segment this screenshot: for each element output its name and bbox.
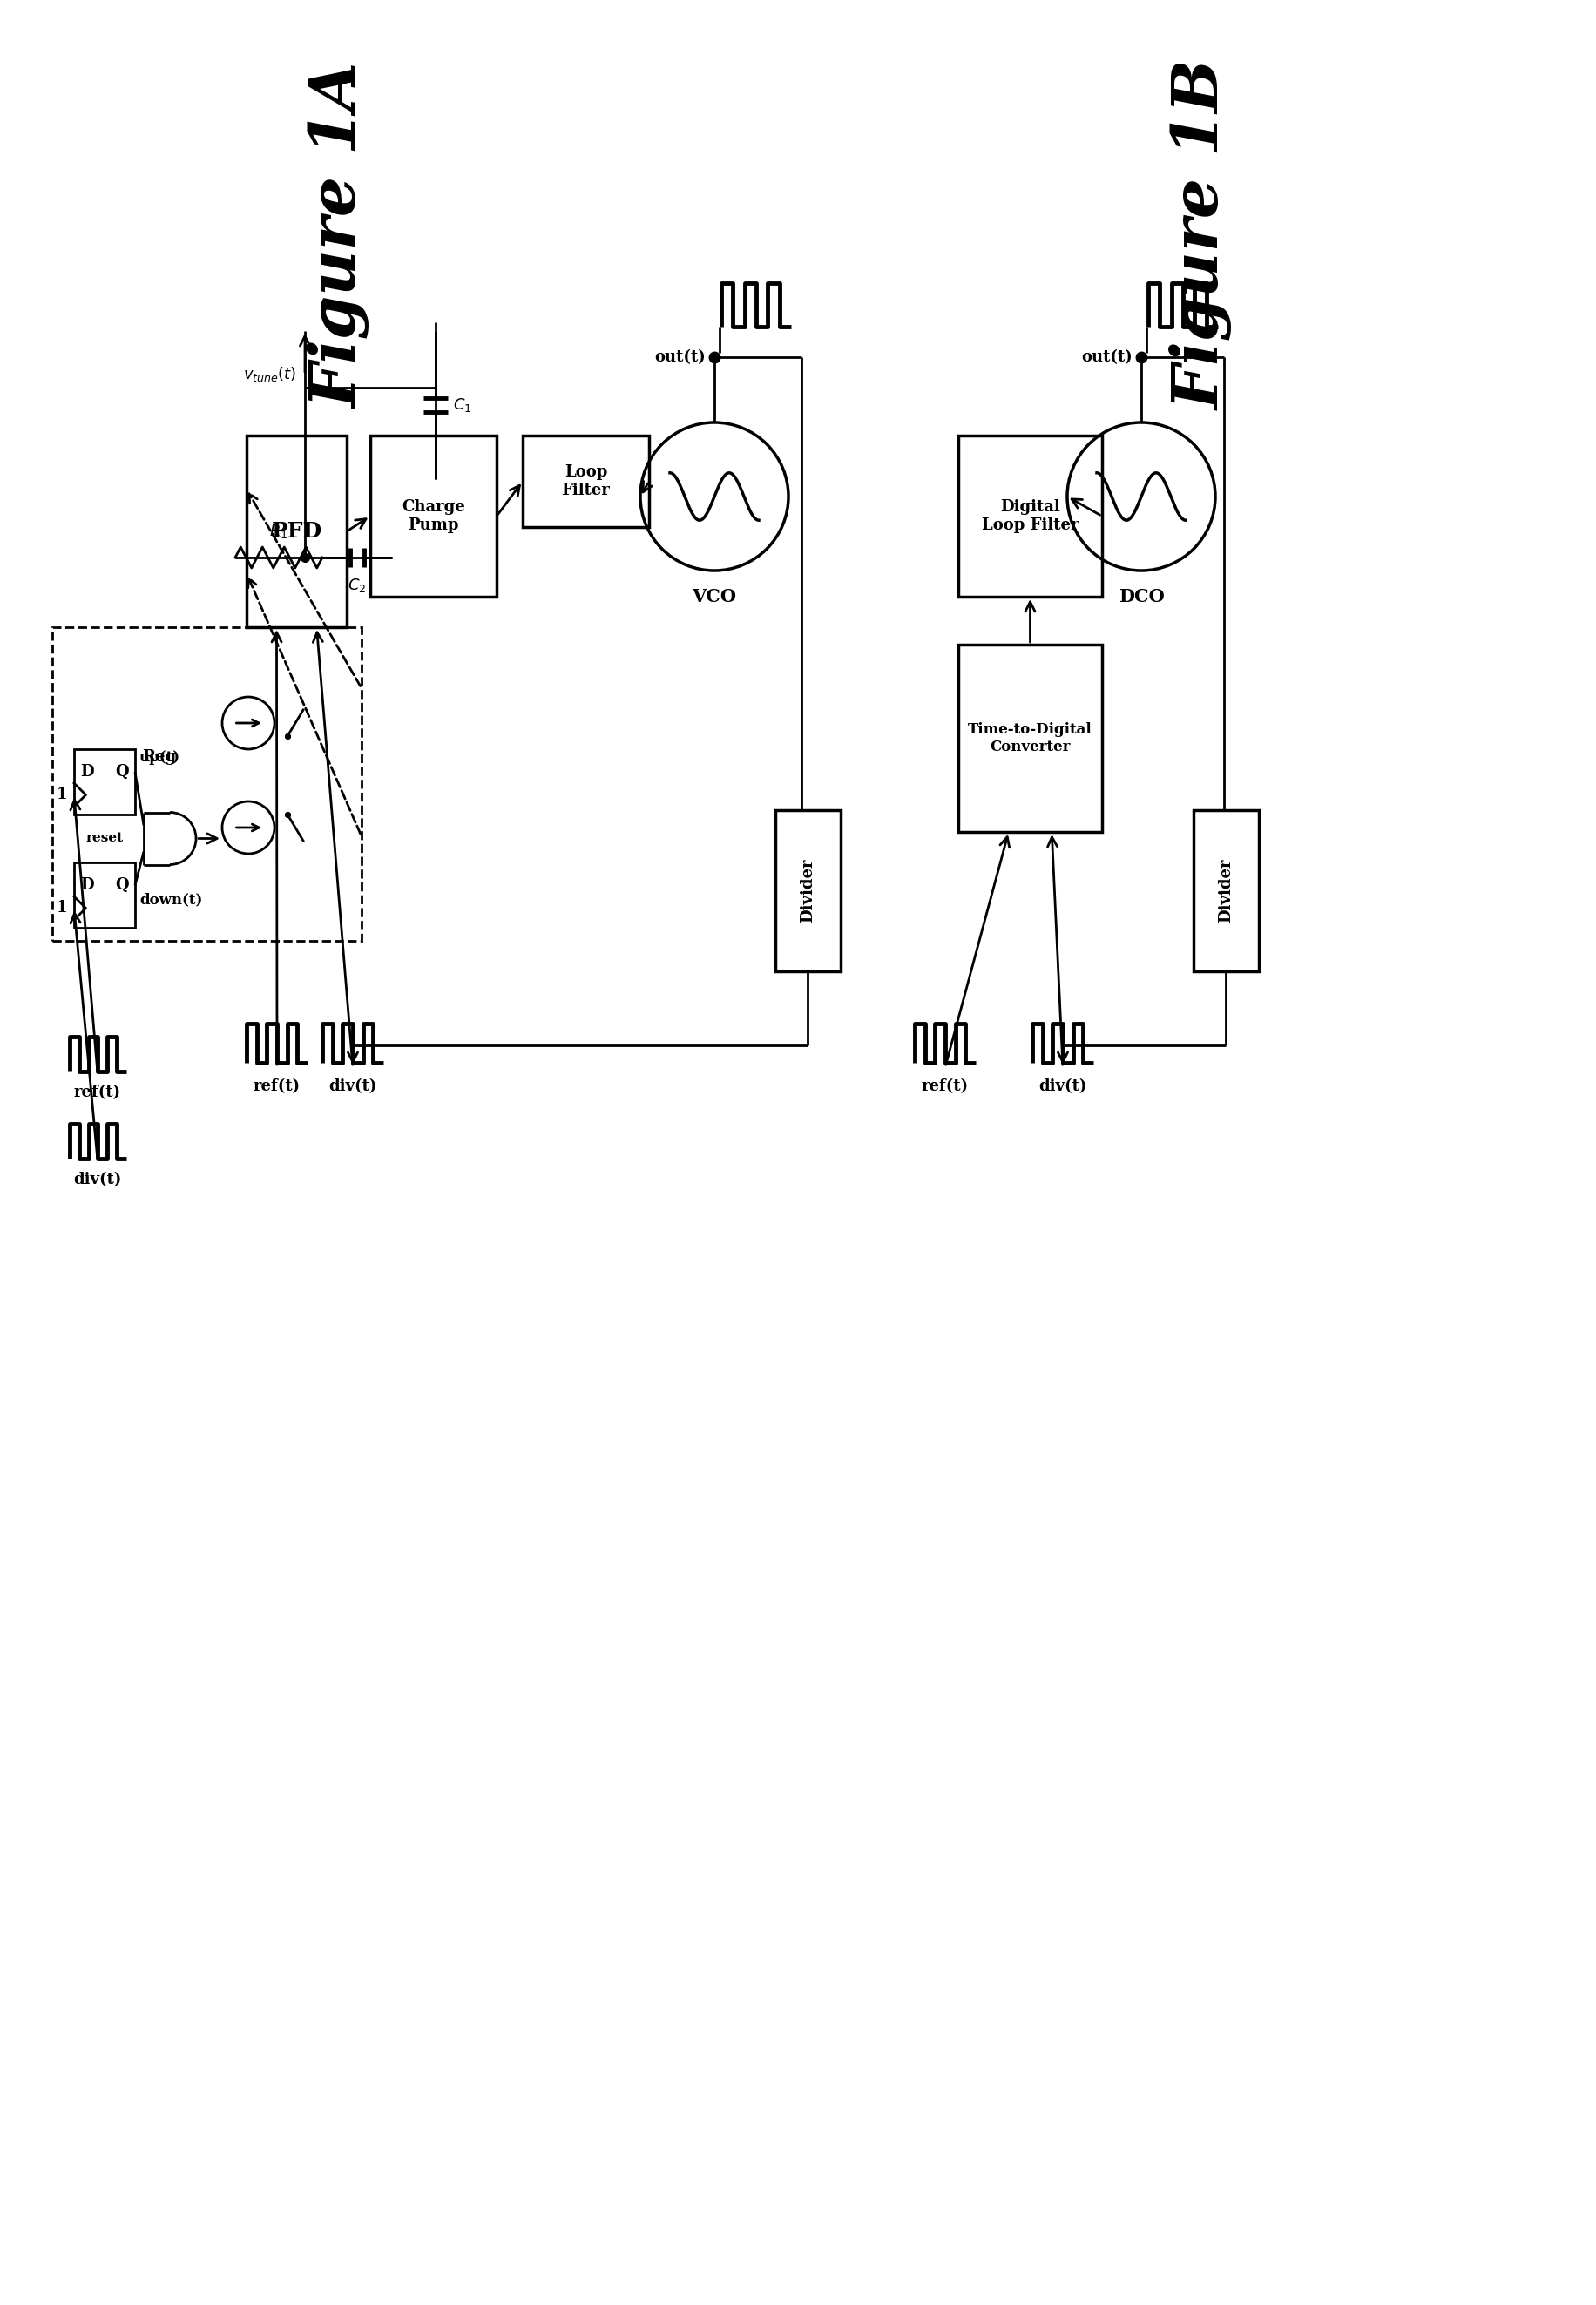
Text: Figure 1B: Figure 1B xyxy=(1170,60,1234,410)
Text: Charge
Pump: Charge Pump xyxy=(402,500,464,532)
Text: down(t): down(t) xyxy=(139,892,203,908)
Bar xyxy=(73,862,136,927)
Text: out(t): out(t) xyxy=(1080,350,1132,364)
Text: Divider: Divider xyxy=(1218,860,1234,922)
Text: Loop
Filter: Loop Filter xyxy=(562,463,610,498)
Bar xyxy=(776,809,839,970)
Text: D: D xyxy=(81,765,94,779)
Text: ref(t): ref(t) xyxy=(921,1079,969,1095)
Text: Figure 1A: Figure 1A xyxy=(308,62,370,408)
Text: $R_1$: $R_1$ xyxy=(270,523,287,539)
Text: $C_1$: $C_1$ xyxy=(453,396,471,415)
Text: ref(t): ref(t) xyxy=(73,1086,121,1099)
Bar xyxy=(958,645,1101,832)
Bar xyxy=(958,436,1101,597)
Text: div(t): div(t) xyxy=(1037,1079,1087,1095)
Bar xyxy=(246,436,346,627)
Text: div(t): div(t) xyxy=(329,1079,377,1095)
Text: Q: Q xyxy=(115,878,128,892)
Text: $v_{tune}(t)$: $v_{tune}(t)$ xyxy=(243,366,295,383)
Text: Reg: Reg xyxy=(142,749,176,765)
Text: reset: reset xyxy=(86,832,123,844)
Text: ref(t): ref(t) xyxy=(254,1079,300,1095)
Text: D: D xyxy=(81,878,94,892)
Text: up(t): up(t) xyxy=(139,749,180,765)
Text: PFD: PFD xyxy=(271,521,322,542)
Text: Time-to-Digital
Converter: Time-to-Digital Converter xyxy=(967,721,1092,754)
Text: $C_2$: $C_2$ xyxy=(348,576,365,595)
Text: Digital
Loop Filter: Digital Loop Filter xyxy=(982,500,1079,532)
Text: out(t): out(t) xyxy=(654,350,705,364)
Bar xyxy=(53,627,361,940)
Text: 1: 1 xyxy=(56,901,67,915)
Bar xyxy=(73,749,136,814)
Text: 1: 1 xyxy=(56,786,67,802)
Text: DCO: DCO xyxy=(1117,588,1163,606)
Bar xyxy=(522,436,648,528)
Bar xyxy=(1192,809,1258,970)
Text: Q: Q xyxy=(115,765,128,779)
Text: VCO: VCO xyxy=(691,588,736,606)
Bar xyxy=(370,436,496,597)
Text: div(t): div(t) xyxy=(73,1171,121,1187)
Text: Divider: Divider xyxy=(800,860,816,922)
